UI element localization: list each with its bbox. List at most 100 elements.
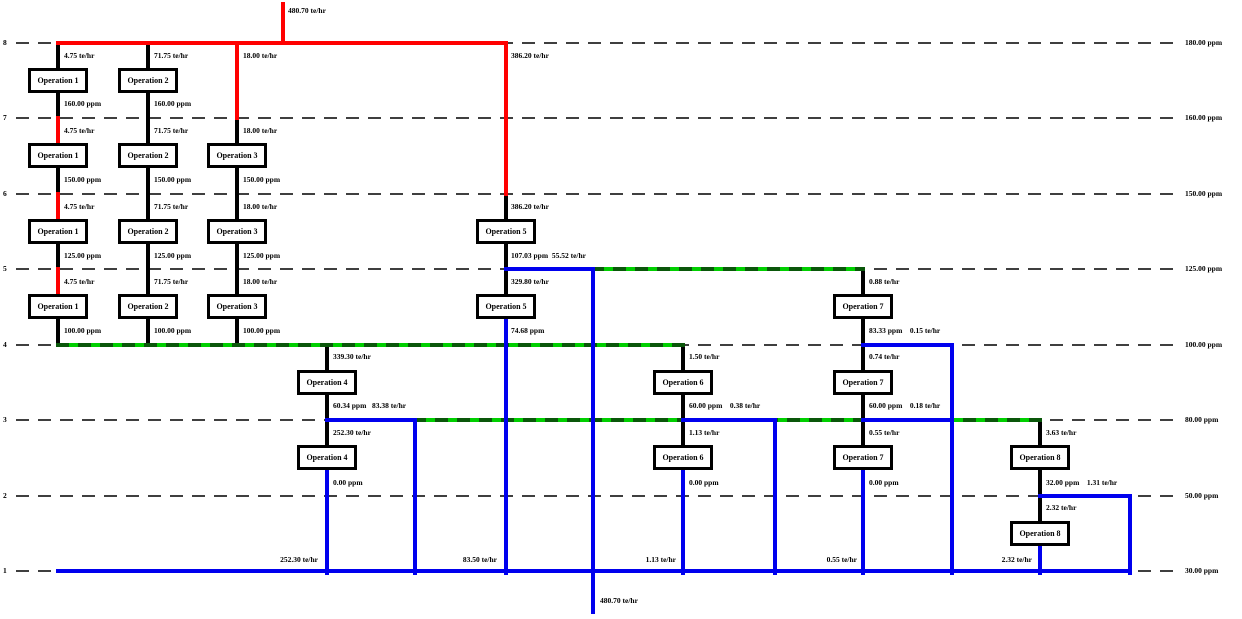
concentration-label: 150.00 ppm — [154, 175, 192, 184]
flow-label: 71.75 te/hr — [154, 51, 189, 60]
operation-box[interactable]: Operation 1 — [28, 68, 88, 93]
level-number: 8 — [3, 38, 7, 47]
operation-connector-line — [325, 343, 329, 472]
flow-label: 252.30 te/hr — [280, 555, 318, 564]
flow-label: 71.75 te/hr — [154, 202, 189, 211]
operation-box[interactable]: Operation 4 — [297, 370, 357, 395]
operation-box[interactable]: Operation 7 — [833, 370, 893, 395]
operation-box[interactable]: Operation 7 — [833, 445, 893, 470]
wastewater-line — [1038, 494, 1132, 498]
flow-label: 1.13 te/hr — [689, 428, 720, 437]
operation-box[interactable]: Operation 8 — [1010, 445, 1070, 470]
operation-connector-line — [504, 192, 508, 321]
concentration-label: 160.00 ppm — [154, 99, 192, 108]
operation-connector-line — [146, 41, 150, 347]
wastewater-line — [773, 418, 777, 575]
flow-label: 2.32 te/hr — [1001, 555, 1032, 564]
concentration-label: 100.00 ppm — [64, 326, 102, 335]
outlet-split-label: 60.34 ppm 83.38 te/hr — [333, 401, 407, 410]
freshwater-supply-label: 480.70 te/hr — [288, 6, 326, 15]
level-concentration-label: 80.00 ppm — [1185, 415, 1219, 424]
wastewater-line — [861, 343, 954, 347]
level-concentration-label: 30.00 ppm — [1185, 566, 1219, 575]
concentration-label: 0.00 ppm — [689, 478, 719, 487]
concentration-label: 100.00 ppm — [154, 326, 192, 335]
operation-box[interactable]: Operation 8 — [1010, 521, 1070, 546]
wastewater-line — [950, 343, 954, 575]
operation-connector-line — [861, 267, 865, 472]
flow-label: 4.75 te/hr — [64, 202, 95, 211]
concentration-label: 125.00 ppm — [64, 251, 102, 260]
reuse-main-line — [591, 267, 865, 271]
freshwater-line — [56, 116, 60, 145]
operation-box[interactable]: Operation 3 — [207, 143, 267, 168]
operation-box[interactable]: Operation 2 — [118, 143, 178, 168]
wastewater-line — [1128, 494, 1132, 575]
level-number: 3 — [3, 415, 7, 424]
reuse-main-line — [56, 343, 685, 347]
concentration-label: 125.00 ppm — [243, 251, 281, 260]
operation-box[interactable]: Operation 6 — [653, 445, 713, 470]
operation-box[interactable]: Operation 4 — [297, 445, 357, 470]
flow-label: 18.00 te/hr — [243, 277, 278, 286]
operation-box[interactable]: Operation 3 — [207, 219, 267, 244]
flow-label: 83.50 te/hr — [462, 555, 497, 564]
flow-label: 18.00 te/hr — [243, 51, 278, 60]
wastewater-discharge-label: 480.70 te/hr — [600, 596, 638, 605]
flow-label: 4.75 te/hr — [64, 51, 95, 60]
wastewater-line — [325, 418, 417, 422]
level-number: 7 — [3, 113, 7, 122]
operation-connector-line — [681, 343, 685, 472]
level-concentration-label: 50.00 ppm — [1185, 491, 1219, 500]
wastewater-line — [413, 418, 417, 575]
wastewater-line — [504, 317, 508, 575]
flow-label: 2.32 te/hr — [1046, 503, 1077, 512]
level-number: 5 — [3, 264, 7, 273]
wastewater-line — [681, 468, 685, 575]
operation-box[interactable]: Operation 3 — [207, 294, 267, 319]
flow-label: 4.75 te/hr — [64, 277, 95, 286]
operation-box[interactable]: Operation 2 — [118, 294, 178, 319]
concentration-label: 0.00 ppm — [869, 478, 899, 487]
level-line — [16, 495, 1180, 497]
operation-box[interactable]: Operation 1 — [28, 294, 88, 319]
flow-label: 3.63 te/hr — [1046, 428, 1077, 437]
operation-box[interactable]: Operation 1 — [28, 219, 88, 244]
operation-box[interactable]: Operation 2 — [118, 68, 178, 93]
freshwater-line — [56, 267, 60, 296]
wastewater-line — [1038, 544, 1042, 575]
operation-box[interactable]: Operation 5 — [476, 294, 536, 319]
flow-label: 1.13 te/hr — [645, 555, 676, 564]
level-concentration-label: 160.00 ppm — [1185, 113, 1223, 122]
level-concentration-label: 100.00 ppm — [1185, 340, 1223, 349]
outlet-split-label: 83.33 ppm 0.15 te/hr — [869, 326, 941, 335]
flow-label: 18.00 te/hr — [243, 126, 278, 135]
flow-label: 18.00 te/hr — [243, 202, 278, 211]
level-number: 6 — [3, 189, 7, 198]
flow-label: 4.75 te/hr — [64, 126, 95, 135]
flow-label: 252.30 te/hr — [333, 428, 371, 437]
concentration-label: 0.00 ppm — [333, 478, 363, 487]
flow-label: 339.30 te/hr — [333, 352, 371, 361]
flow-label: 329.80 te/hr — [511, 277, 549, 286]
level-line — [16, 42, 1180, 44]
concentration-label: 74.68 ppm — [511, 326, 545, 335]
concentration-label: 150.00 ppm — [243, 175, 281, 184]
flow-label: 71.75 te/hr — [154, 126, 189, 135]
operation-box[interactable]: Operation 1 — [28, 143, 88, 168]
wastewater-line — [325, 468, 329, 575]
concentration-label: 160.00 ppm — [64, 99, 102, 108]
flow-label: 71.75 te/hr — [154, 277, 189, 286]
operation-box[interactable]: Operation 7 — [833, 294, 893, 319]
wastewater-line — [591, 267, 595, 614]
flow-label: 0.55 te/hr — [826, 555, 857, 564]
freshwater-line — [56, 192, 60, 221]
operation-box[interactable]: Operation 6 — [653, 370, 713, 395]
level-line — [16, 117, 1180, 119]
level-number: 1 — [3, 566, 7, 575]
operation-box[interactable]: Operation 2 — [118, 219, 178, 244]
outlet-split-label: 60.00 ppm 0.18 te/hr — [869, 401, 941, 410]
freshwater-line — [504, 41, 508, 196]
operation-box[interactable]: Operation 5 — [476, 219, 536, 244]
concentration-label: 150.00 ppm — [64, 175, 102, 184]
